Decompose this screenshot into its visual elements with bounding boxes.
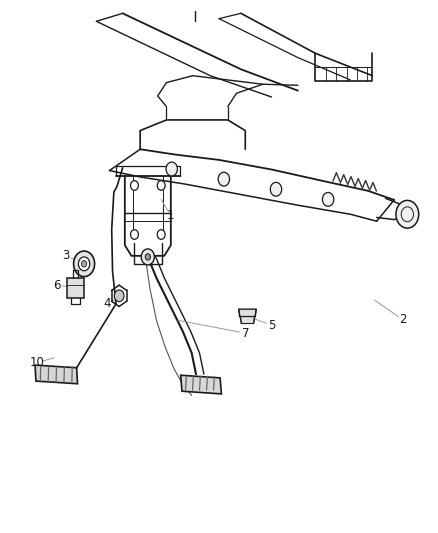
Polygon shape <box>67 278 84 298</box>
Circle shape <box>157 181 165 190</box>
Text: 10: 10 <box>30 356 45 369</box>
Text: 5: 5 <box>268 319 275 332</box>
Circle shape <box>81 261 87 267</box>
Polygon shape <box>240 317 254 324</box>
Text: 1: 1 <box>167 209 175 222</box>
Circle shape <box>78 257 90 271</box>
Circle shape <box>322 192 334 206</box>
Circle shape <box>131 230 138 239</box>
Text: 7: 7 <box>241 327 249 340</box>
Text: 6: 6 <box>53 279 61 292</box>
Polygon shape <box>239 309 256 317</box>
Circle shape <box>131 181 138 190</box>
Circle shape <box>218 172 230 186</box>
Circle shape <box>114 290 124 302</box>
Circle shape <box>74 251 95 277</box>
Polygon shape <box>180 375 222 394</box>
Circle shape <box>141 249 154 265</box>
Text: 3: 3 <box>62 249 69 262</box>
Circle shape <box>166 162 177 176</box>
Circle shape <box>145 254 151 260</box>
Circle shape <box>270 182 282 196</box>
Text: 2: 2 <box>399 313 407 326</box>
Polygon shape <box>35 365 78 384</box>
Circle shape <box>396 200 419 228</box>
Text: 4: 4 <box>103 297 111 310</box>
Circle shape <box>157 230 165 239</box>
